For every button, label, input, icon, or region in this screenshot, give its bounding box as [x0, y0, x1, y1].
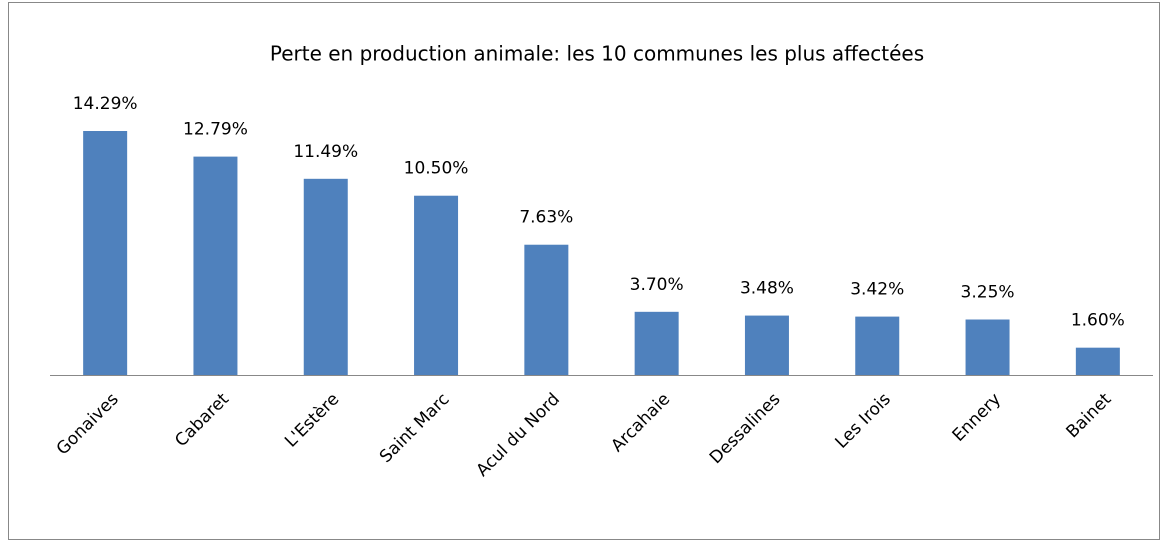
bar — [83, 131, 128, 375]
chart-frame — [8, 2, 1160, 540]
bar — [524, 244, 569, 375]
data-label: 14.29% — [73, 94, 138, 114]
data-label: 11.49% — [293, 142, 358, 162]
data-label: 1.60% — [1071, 311, 1125, 331]
bar — [1075, 347, 1120, 375]
bar — [634, 311, 679, 375]
bar — [414, 195, 459, 375]
data-label: 10.50% — [404, 159, 469, 179]
data-label: 3.42% — [850, 280, 904, 300]
bar — [965, 319, 1010, 375]
data-label: 3.48% — [740, 279, 794, 299]
bar — [303, 178, 348, 375]
data-label: 7.63% — [519, 208, 573, 228]
data-label: 3.70% — [630, 275, 684, 295]
data-label: 3.25% — [961, 283, 1015, 303]
bar — [855, 316, 900, 375]
chart-title: Perte en production animale: les 10 comm… — [270, 42, 924, 66]
bar — [193, 156, 238, 375]
data-label: 12.79% — [183, 120, 248, 140]
bar — [744, 315, 789, 375]
